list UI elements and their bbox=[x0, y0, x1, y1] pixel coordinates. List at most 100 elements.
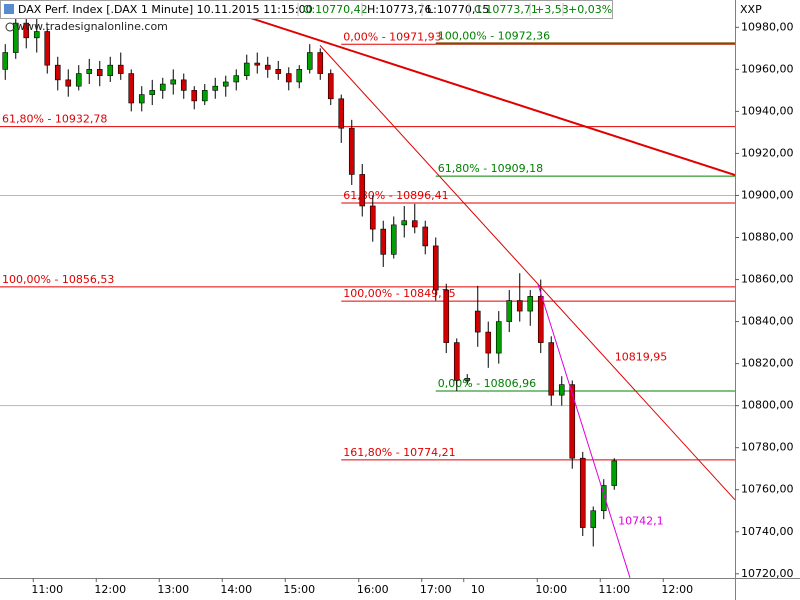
y-tick-label: 10740,00 bbox=[741, 525, 794, 538]
trend-line bbox=[537, 282, 631, 578]
candle-body bbox=[44, 31, 51, 66]
candle-body bbox=[495, 321, 502, 354]
x-tick-label: 14:00 bbox=[220, 583, 252, 596]
header-quote: H:10773,76 bbox=[367, 3, 431, 16]
candle-body bbox=[527, 296, 534, 312]
candle-body bbox=[65, 79, 72, 87]
candle-body bbox=[317, 52, 324, 74]
candle-body bbox=[443, 289, 450, 343]
candle-body bbox=[275, 69, 282, 74]
candle-body bbox=[138, 94, 145, 104]
candle-body bbox=[348, 127, 355, 175]
level-label: 100,00% - 10972,36 bbox=[438, 29, 550, 42]
trend-label: 10742,1 bbox=[618, 514, 664, 527]
candle-body bbox=[285, 73, 292, 83]
header-icon bbox=[4, 4, 14, 14]
y-tick-label: 10940,00 bbox=[741, 104, 794, 117]
y-tick-label: 10960,00 bbox=[741, 62, 794, 75]
candle-body bbox=[96, 69, 103, 76]
trend-line bbox=[194, 0, 735, 177]
level-label: 61,80% - 10896,41 bbox=[343, 189, 448, 202]
y-tick-label: 10840,00 bbox=[741, 315, 794, 328]
candle-body bbox=[432, 245, 439, 291]
candle-body bbox=[264, 64, 271, 70]
y-tick-label: 10920,00 bbox=[741, 146, 794, 159]
trend-line bbox=[319, 45, 735, 501]
x-tick-label: 17:00 bbox=[420, 583, 452, 596]
candle-body bbox=[243, 62, 250, 76]
candle-body bbox=[54, 64, 61, 81]
x-tick-label: 10:00 bbox=[535, 583, 567, 596]
y-tick-label: 10780,00 bbox=[741, 441, 794, 454]
y-tick-label: 10760,00 bbox=[741, 483, 794, 496]
y-tick-label: 10900,00 bbox=[741, 188, 794, 201]
candle-body bbox=[422, 226, 429, 247]
header-quote: L:10770,15 bbox=[427, 3, 489, 16]
candle-body bbox=[75, 73, 82, 87]
trend-label: 10819,95 bbox=[615, 351, 668, 364]
axes: 10720,00 10740,00 10760,00 10780,00 10800,00… bbox=[31, 20, 793, 596]
candle-body bbox=[128, 73, 135, 104]
x-tick-label: 11:00 bbox=[31, 583, 63, 596]
header-quote: +0,03% bbox=[568, 3, 612, 16]
candle-body bbox=[474, 310, 481, 333]
header-quote: C:10773,71 bbox=[474, 3, 538, 16]
x-tick-label: 10 bbox=[471, 583, 485, 596]
level-label: 161,80% - 10774,21 bbox=[343, 446, 455, 459]
candle-body bbox=[149, 90, 156, 95]
candle-body bbox=[569, 384, 576, 459]
header-quote: +3,53 bbox=[535, 3, 569, 16]
candle-body bbox=[464, 378, 471, 381]
candle-body bbox=[159, 83, 166, 91]
x-tick-label: 12:00 bbox=[94, 583, 126, 596]
x-tick-label: 11:00 bbox=[598, 583, 630, 596]
y-tick-label: 10800,00 bbox=[741, 399, 794, 412]
y-tick-label: 10860,00 bbox=[741, 273, 794, 286]
candle-body bbox=[222, 81, 229, 87]
y-tick-label: 10720,00 bbox=[741, 567, 794, 580]
candle-body bbox=[107, 64, 114, 76]
candle-body bbox=[600, 485, 607, 512]
candle-body bbox=[548, 342, 555, 396]
level-label: 0,00% - 10971,93 bbox=[343, 30, 441, 43]
candle-body bbox=[180, 79, 187, 91]
candle-body bbox=[254, 62, 261, 66]
y-axis-label: XXP bbox=[740, 3, 762, 16]
y-tick-label: 10880,00 bbox=[741, 231, 794, 244]
watermark-icon bbox=[5, 22, 15, 32]
level-label: 100,00% - 10856,53 bbox=[2, 273, 114, 286]
candle-body bbox=[579, 457, 586, 528]
candle-body bbox=[359, 174, 366, 207]
y-tick-label: 10820,00 bbox=[741, 357, 794, 370]
candle-body bbox=[170, 79, 177, 85]
candle-body bbox=[453, 342, 460, 381]
candle-body bbox=[212, 85, 219, 91]
candle-body bbox=[516, 300, 523, 312]
candle-body bbox=[401, 220, 408, 226]
candle-body bbox=[558, 384, 565, 396]
candle-body bbox=[296, 69, 303, 83]
candle-body bbox=[485, 331, 492, 354]
candle-body bbox=[411, 220, 418, 228]
candle-body bbox=[611, 460, 618, 486]
candle-body bbox=[12, 22, 19, 53]
candle-body bbox=[537, 296, 544, 343]
x-tick-label: 15:00 bbox=[283, 583, 315, 596]
candle-body bbox=[327, 73, 334, 100]
candle-body bbox=[338, 98, 345, 129]
candle-body bbox=[380, 228, 387, 255]
candle-body bbox=[117, 64, 124, 74]
candle-body bbox=[191, 90, 198, 102]
candle-body bbox=[506, 300, 513, 322]
level-label: 61,80% - 10909,18 bbox=[438, 162, 543, 175]
candle-body bbox=[23, 22, 30, 39]
x-tick-label: 12:00 bbox=[661, 583, 693, 596]
header-box bbox=[0, 0, 613, 19]
header-title: DAX Perf. Index [.DAX 1 Minute] 10.11.20… bbox=[18, 3, 313, 16]
candle-body bbox=[86, 69, 93, 74]
level-label: 61,80% - 10932,78 bbox=[2, 113, 107, 126]
candle-body bbox=[390, 224, 397, 255]
